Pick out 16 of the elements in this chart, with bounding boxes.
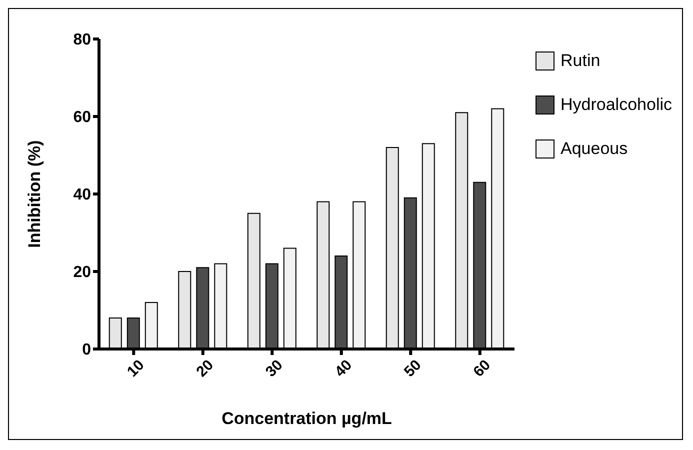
y-axis-title: Inhibition (%) xyxy=(25,140,44,248)
x-axis-title: Concentration µg/mL xyxy=(222,409,392,428)
x-tick-label: 50 xyxy=(400,356,425,380)
y-tick-label: 80 xyxy=(73,32,92,49)
legend-label: Rutin xyxy=(560,50,600,72)
y-tick-label: 0 xyxy=(82,342,92,359)
x-tick-label: 60 xyxy=(470,356,494,380)
legend-label: Aqueous xyxy=(560,138,628,160)
x-tick-label: 20 xyxy=(193,356,218,380)
x-tick-label: 10 xyxy=(124,356,148,380)
x-tick-label: 30 xyxy=(262,356,286,380)
y-tick-label: 20 xyxy=(73,264,92,282)
legend-label: Hydroalcoholic xyxy=(560,94,672,116)
x-tick-label: 40 xyxy=(332,356,356,380)
y-tick-label: 40 xyxy=(73,186,92,204)
y-tick-label: 60 xyxy=(73,109,92,126)
